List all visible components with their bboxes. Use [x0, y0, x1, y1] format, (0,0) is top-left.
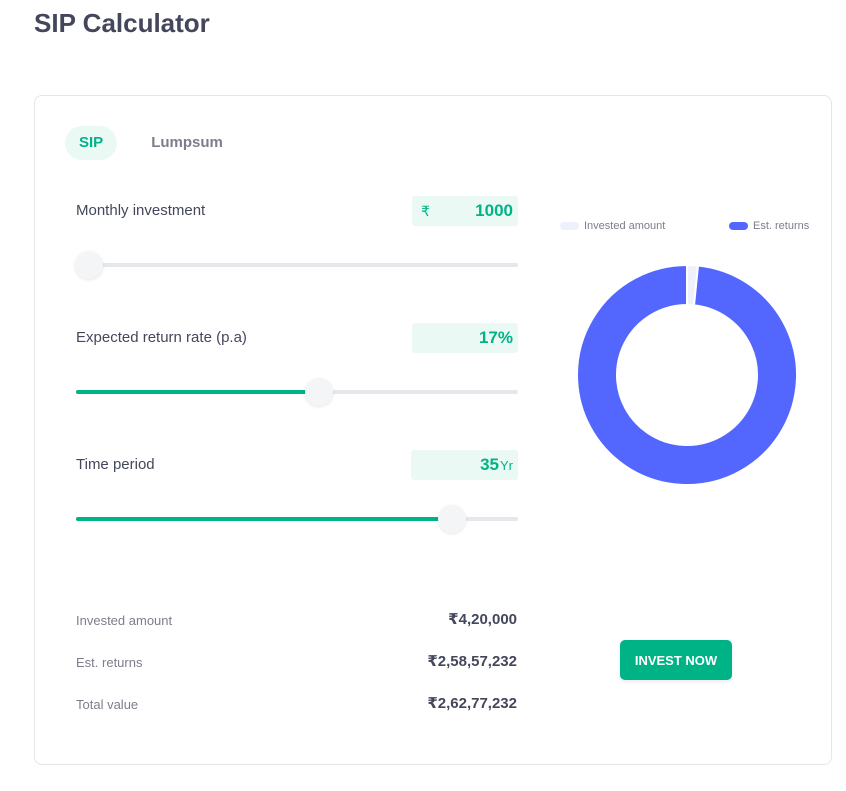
calculator-tabs: SIP Lumpsum: [65, 126, 237, 160]
tab-lumpsum[interactable]: Lumpsum: [151, 134, 223, 151]
slider-fill: [76, 517, 452, 521]
return-rate-slider[interactable]: [76, 378, 518, 406]
invest-now-button[interactable]: INVEST NOW: [620, 640, 732, 680]
slider-thumb[interactable]: [437, 505, 466, 533]
time-period-input[interactable]: 35Yr: [411, 450, 518, 480]
return-rate-label: Expected return rate (p.a): [76, 329, 247, 346]
return-rate-input[interactable]: 17%: [412, 323, 518, 353]
slider-thumb[interactable]: [305, 378, 334, 406]
monthly-investment-slider[interactable]: [75, 251, 518, 279]
summary-label: Invested amount: [76, 613, 173, 628]
monthly-investment-input[interactable]: ₹ 1000: [412, 196, 518, 226]
time-period-label: Time period: [76, 456, 155, 473]
summary-label: Total value: [76, 697, 139, 712]
years-suffix: Yr: [500, 458, 513, 473]
time-period-slider[interactable]: [76, 505, 518, 533]
rupee-prefix: ₹: [421, 203, 430, 219]
donut-segment-returns: [576, 264, 798, 486]
summary-row-total: Total value ₹2,62,77,232: [76, 694, 517, 714]
legend-invested: Invested amount: [560, 220, 665, 232]
percent-suffix: %: [497, 328, 513, 347]
monthly-investment-label: Monthly investment: [76, 202, 206, 219]
legend-swatch-returns: [729, 222, 748, 230]
slider-thumb[interactable]: [75, 251, 104, 279]
slider-fill: [76, 390, 320, 394]
summary-label: Est. returns: [76, 655, 143, 670]
summary-row-invested: Invested amount ₹4,20,000: [76, 610, 517, 630]
page-title: SIP Calculator: [34, 8, 210, 38]
calculator-card: SIP Lumpsum Monthly investment ₹ 1000 Ex…: [34, 95, 832, 765]
tab-sip[interactable]: SIP: [65, 126, 118, 160]
legend-label-returns: Est. returns: [753, 220, 810, 232]
investment-donut-chart: [576, 264, 798, 486]
monthly-investment-value: 1000: [475, 201, 513, 220]
time-period-value: 35: [480, 455, 499, 474]
legend-swatch-invested: [560, 222, 579, 230]
summary-row-returns: Est. returns ₹2,58,57,232: [76, 652, 517, 672]
summary-value: ₹4,20,000: [448, 611, 517, 628]
legend-label-invested: Invested amount: [584, 220, 666, 232]
summary-value: ₹2,58,57,232: [427, 653, 517, 670]
return-rate-value: 17: [478, 328, 498, 347]
summary-value: ₹2,62,77,232: [427, 695, 517, 712]
legend-returns: Est. returns: [729, 220, 809, 232]
